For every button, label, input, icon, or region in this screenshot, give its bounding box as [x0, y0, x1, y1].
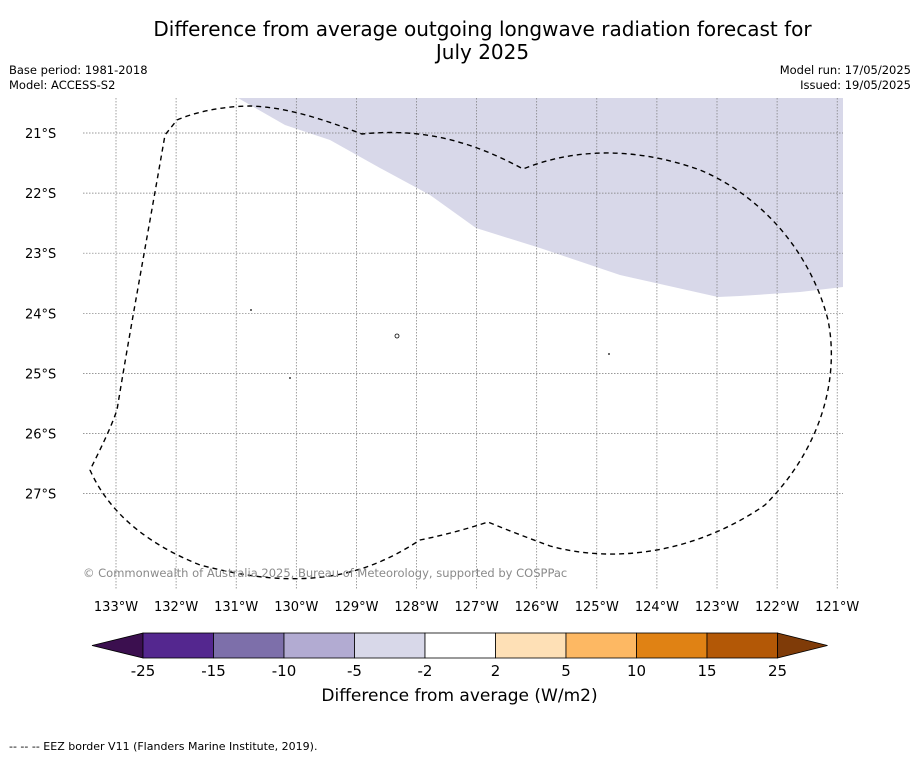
longitude-label: 122°W	[755, 600, 799, 615]
latitude-labels: 21°S 22°S 23°S 24°S 25°S 26°S 27°S	[25, 127, 56, 503]
longitude-labels: 133°W 132°W 131°W 130°W 129°W 128°W 127°W 126°W…	[94, 600, 860, 615]
colorbar-extend-high	[777, 632, 828, 659]
longitude-label: 127°W	[455, 600, 499, 615]
colorbar	[91, 632, 828, 659]
longitude-label: 131°W	[214, 600, 258, 615]
gridlines	[83, 98, 843, 590]
longitude-label: 121°W	[815, 600, 859, 615]
longitude-label: 130°W	[274, 600, 318, 615]
colorbar-tick-label: 2	[490, 662, 501, 680]
latitude-label: 25°S	[25, 367, 56, 382]
latitude-label: 26°S	[25, 428, 56, 443]
latitude-label: 21°S	[25, 127, 56, 142]
issued-text: Issued: 19/05/2025	[800, 78, 911, 92]
colorbar-extend-low	[91, 632, 144, 659]
footnote: -- -- -- EEZ border V11 (Flanders Marine…	[9, 740, 318, 753]
colorbar-segment	[142, 632, 214, 659]
latitude-label: 24°S	[25, 307, 56, 322]
island-marker	[250, 309, 252, 311]
model-run-text: Model run: 17/05/2025	[779, 63, 911, 77]
latitude-label: 27°S	[25, 488, 56, 503]
colorbar-segment	[565, 632, 637, 659]
colorbar-segment	[495, 632, 567, 659]
longitude-label: 132°W	[154, 600, 198, 615]
island-marker	[608, 353, 610, 355]
colorbar-tick-label: 15	[697, 662, 717, 680]
model-text: Model: ACCESS-S2	[9, 78, 116, 92]
colorbar-tick-label: -25	[130, 662, 156, 680]
eez-border	[89, 105, 833, 580]
longitude-label: 129°W	[334, 600, 378, 615]
colorbar-tick-label: 25	[767, 662, 788, 680]
colorbar-tick-label: -5	[347, 662, 362, 680]
colorbar-segment	[283, 632, 355, 659]
colorbar-segment	[354, 632, 426, 659]
title-line-1: Difference from average outgoing longwav…	[153, 17, 812, 41]
colorbar-segment	[706, 632, 778, 659]
longitude-label: 124°W	[635, 600, 679, 615]
colorbar-tick-label: 10	[626, 662, 647, 680]
island-marker	[394, 333, 400, 339]
colorbar-tick-label: -2	[417, 662, 433, 680]
base-period-text: Base period: 1981-2018	[9, 63, 148, 77]
island-marker	[289, 377, 291, 379]
longitude-label: 123°W	[695, 600, 739, 615]
latitude-label: 23°S	[25, 247, 56, 262]
longitude-label: 133°W	[94, 600, 138, 615]
colorbar-segment	[636, 632, 708, 659]
meta-right: Model run: 17/05/2025 Issued: 19/05/2025	[780, 63, 911, 93]
longitude-label: 125°W	[575, 600, 619, 615]
longitude-label: 126°W	[515, 600, 559, 615]
colorbar-tick-label: 5	[561, 662, 571, 680]
colorbar-title: Difference from average (W/m2)	[321, 686, 598, 706]
copyright-text: © Commonwealth of Australia 2025, Bureau…	[83, 566, 568, 580]
latitude-label: 22°S	[25, 187, 56, 202]
title-line-2: July 2025	[435, 40, 530, 64]
longitude-label: 128°W	[394, 600, 438, 615]
anomaly-region	[238, 98, 843, 297]
colorbar-tick-label: -10	[271, 662, 297, 680]
colorbar-segment	[213, 632, 285, 659]
colorbar-tick-label: -15	[201, 662, 226, 680]
meta-left: Base period: 1981-2018 Model: ACCESS-S2	[9, 63, 148, 93]
colorbar-segment	[424, 632, 496, 659]
chart-title: Difference from average outgoing longwav…	[100, 18, 865, 64]
